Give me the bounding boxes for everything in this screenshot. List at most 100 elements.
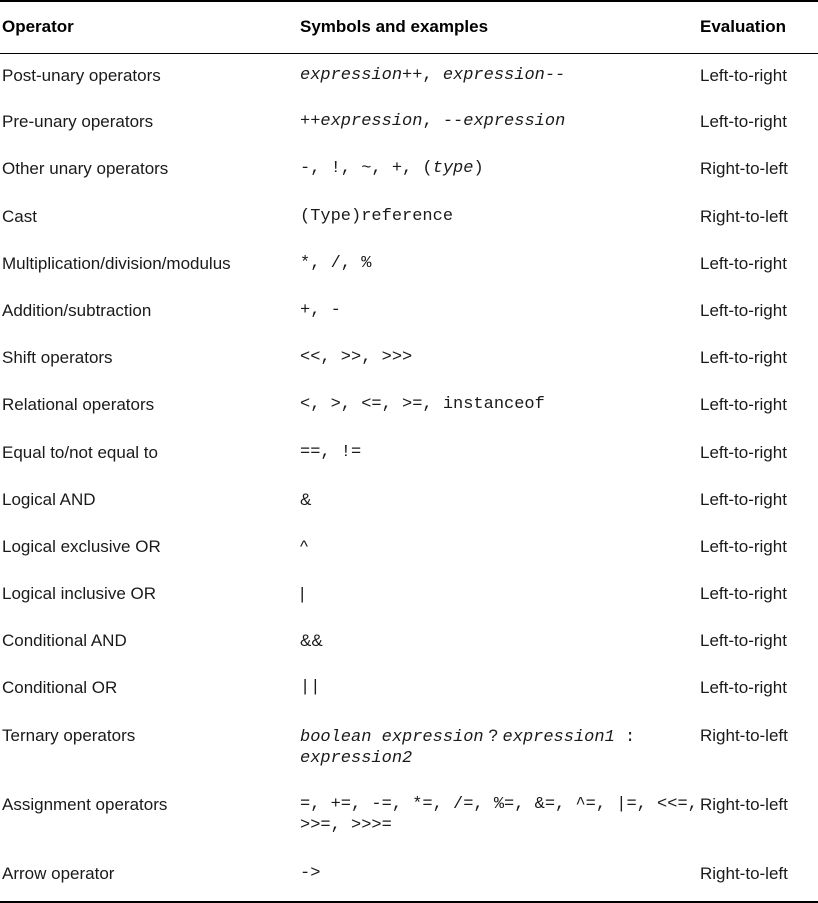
symbol-segment: <, >, <=, >=, instanceof [300,395,545,415]
symbol-segment: | [300,584,305,604]
evaluation-order: Right-to-left [700,794,788,814]
table-row: Relational operators <, >, <=, >=, instan… [0,383,818,430]
symbol-segment: expression1 [502,727,615,747]
symbol-segment: , [422,65,443,85]
table-row: Shift operators <<, >>, >>> Left-to-right [0,336,818,383]
header-operator: Operator [0,0,298,54]
operator-name: Multiplication/division/modulus [2,253,231,273]
operator-name: Equal to/not equal to [2,442,158,462]
operator-name: Post-unary operators [2,65,161,85]
evaluation-order: Left-to-right [700,112,787,132]
operator-symbols: ^ [298,525,698,572]
operator-symbols: -> [298,851,698,903]
operator-name: Logical inclusive OR [2,584,157,604]
symbol-segment: , -- [422,112,464,132]
table-row: Equal to/not equal to ==, != Left-to-right [0,431,818,478]
symbol-segment: && [300,631,323,651]
operator-symbols: | [298,572,698,619]
evaluation-order: Right-to-left [700,159,788,179]
table-body: Post-unary operators expression++, expres… [0,53,818,903]
table-header-row: Operator Symbols and examples Evaluation [0,0,818,54]
symbol-segment: & [300,489,312,509]
operator-symbols: *, /, % [298,242,698,289]
evaluation-order: Left-to-right [700,300,787,320]
operator-name: Logical AND [2,489,96,509]
symbol-segment: =, +=, -=, *=, /=, %=, &=, ^=, |=, <<=, … [300,794,698,835]
symbol-segment: expression++ [300,65,423,85]
table-row: Conditional OR || Left-to-right [0,666,818,713]
symbol-segment: : [614,727,636,747]
symbol-segment: expression [463,112,566,132]
evaluation-order: Left-to-right [700,65,787,85]
operator-name: Pre-unary operators [2,112,154,132]
operator-name: Relational operators [2,395,155,415]
symbol-segment: +, - [300,300,341,320]
table-row: Addition/subtraction +, - Left-to-right [0,289,818,336]
table-row: Assignment operators =, +=, -=, *=, /=, %… [0,783,818,852]
table-row: Other unary operators -, !, ~, +, (type) R… [0,147,818,194]
symbol-segment: ==, != [300,442,362,462]
symbol-segment: ++ [300,112,321,132]
operator-symbols: (Type)reference [298,195,698,242]
header-evaluation: Evaluation [698,0,818,54]
operator-symbols: +, - [298,289,698,336]
table-row: Logical exclusive OR ^ Left-to-right [0,525,818,572]
symbol-segment: boolean expression [300,727,484,747]
operator-symbols: <<, >>, >>> [298,336,698,383]
evaluation-order: Left-to-right [700,442,787,462]
operator-name: Other unary operators [2,159,169,179]
evaluation-order: Left-to-right [700,253,787,273]
symbol-segment: expression2 [300,748,413,768]
operator-name: Conditional OR [2,678,118,698]
evaluation-order: Left-to-right [700,678,787,698]
symbol-segment: <<, >>, >>> [300,348,413,368]
table-row: Multiplication/division/modulus *, /, % Le… [0,242,818,289]
evaluation-order: Left-to-right [700,348,787,368]
symbol-segment: expression [320,112,423,132]
evaluation-order: Left-to-right [700,536,787,556]
symbol-segment: || [300,678,321,698]
header-symbols: Symbols and examples [298,0,698,54]
operator-symbols: & [298,478,698,525]
evaluation-order: Left-to-right [700,584,787,604]
operator-name: Cast [2,206,37,226]
symbol-segment: expression-- [442,65,566,85]
table-row: Conditional AND && Left-to-right [0,619,818,666]
evaluation-order: Right-to-left [700,206,788,226]
operator-symbols: expression++, expression-- [298,53,698,100]
table-row: Ternary operators boolean expression ? ex… [0,714,818,783]
symbol-segment: ^ [300,536,308,556]
operator-symbols: && [298,619,698,666]
evaluation-order: Right-to-left [698,851,818,903]
symbol-segment: -> [300,863,321,883]
operator-name: Assignment operators [2,794,168,814]
table-row: Pre-unary operators ++expression, --expre… [0,100,818,147]
evaluation-order: Left-to-right [700,395,787,415]
evaluation-order: Left-to-right [700,631,787,651]
symbol-segment: ) [473,159,484,179]
table-row: Logical inclusive OR | Left-to-right [0,572,818,619]
operator-name: Addition/subtraction [2,300,152,320]
operator-symbols: ++expression, --expression [298,100,698,147]
table-row: Logical AND & Left-to-right [0,478,818,525]
operator-symbols: boolean expression ? expression1 : expre… [298,714,698,783]
operator-name: Logical exclusive OR [2,536,161,556]
operator-name: Conditional AND [2,631,127,651]
operator-name: Arrow operator [0,851,298,903]
symbol-segment: *, /, % [300,253,372,273]
symbol-segment: type [432,159,474,179]
evaluation-order: Left-to-right [700,489,787,509]
operator-name: Ternary operators [2,725,136,745]
symbol-segment: -, !, ~, +, ( [300,159,433,179]
operator-symbols: <, >, <=, >=, instanceof [298,383,698,430]
evaluation-order: Right-to-left [700,725,788,745]
operator-name: Shift operators [2,348,113,368]
operator-symbols: -, !, ~, +, (type) [298,147,698,194]
table-row: Cast (Type)reference Right-to-left [0,195,818,242]
table-row: Post-unary operators expression++, expres… [0,53,818,100]
symbol-segment: ? [483,725,503,745]
operator-symbols: =, +=, -=, *=, /=, %=, &=, ^=, |=, <<=, … [298,783,698,852]
table-row: Arrow operator -> Right-to-left [0,851,818,903]
symbol-segment: (Type)reference [300,206,454,226]
